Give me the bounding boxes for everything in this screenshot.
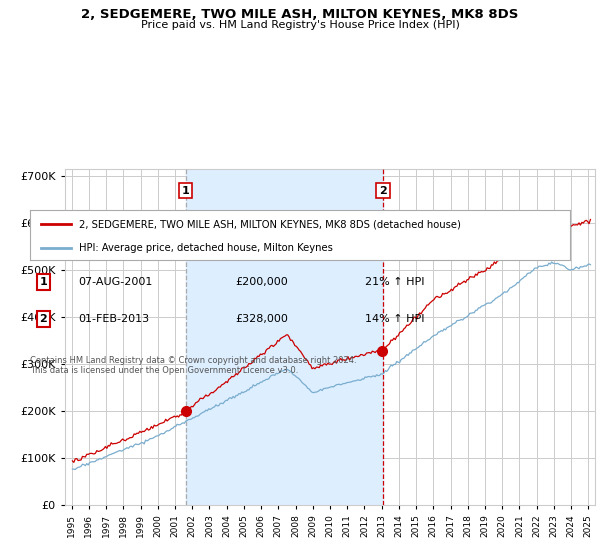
Text: Contains HM Land Registry data © Crown copyright and database right 2024.
This d: Contains HM Land Registry data © Crown c…: [30, 356, 356, 375]
Text: Price paid vs. HM Land Registry's House Price Index (HPI): Price paid vs. HM Land Registry's House …: [140, 20, 460, 30]
Bar: [186, 169, 383, 505]
Text: 1: 1: [182, 185, 190, 195]
Text: 2: 2: [40, 314, 47, 324]
Text: £200,000: £200,000: [235, 277, 288, 287]
Text: 1: 1: [40, 277, 47, 287]
Text: HPI: Average price, detached house, Milton Keynes: HPI: Average price, detached house, Milt…: [79, 243, 332, 253]
Text: 01-FEB-2013: 01-FEB-2013: [79, 314, 150, 324]
Text: 07-AUG-2001: 07-AUG-2001: [79, 277, 153, 287]
Text: £328,000: £328,000: [235, 314, 288, 324]
Text: 14% ↑ HPI: 14% ↑ HPI: [365, 314, 424, 324]
Text: 2, SEDGEMERE, TWO MILE ASH, MILTON KEYNES, MK8 8DS: 2, SEDGEMERE, TWO MILE ASH, MILTON KEYNE…: [82, 8, 518, 21]
Text: 2, SEDGEMERE, TWO MILE ASH, MILTON KEYNES, MK8 8DS (detached house): 2, SEDGEMERE, TWO MILE ASH, MILTON KEYNE…: [79, 219, 460, 229]
Text: 21% ↑ HPI: 21% ↑ HPI: [365, 277, 424, 287]
Text: 2: 2: [379, 185, 387, 195]
